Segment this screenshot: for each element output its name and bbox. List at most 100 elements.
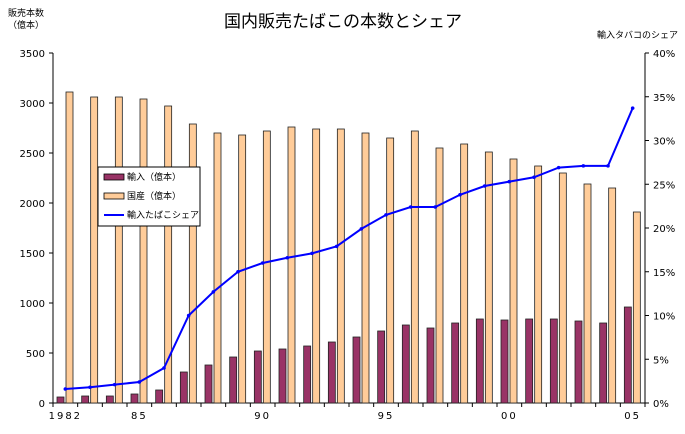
bar-domestic <box>65 91 74 404</box>
bar-import <box>623 306 632 404</box>
y2-tick-label: 20% <box>653 224 675 235</box>
share-line <box>65 107 634 390</box>
share-point <box>211 290 216 294</box>
share-point <box>310 251 314 256</box>
bar-domestic <box>558 172 567 404</box>
bar-import <box>278 348 287 404</box>
x-tick-label: 1982 <box>49 411 82 422</box>
y-tick-label: 3500 <box>20 49 45 60</box>
y2-tick-label: 5% <box>653 355 669 366</box>
share-point <box>507 179 512 184</box>
legend-swatch-domestic <box>103 192 125 200</box>
share-point <box>359 227 364 231</box>
bar-import <box>475 318 484 404</box>
bar-import <box>599 322 608 404</box>
bar-import <box>327 341 336 404</box>
bar-domestic <box>139 98 148 404</box>
y2-tick-label: 15% <box>653 268 675 279</box>
bar-import <box>130 393 139 404</box>
bar-import <box>426 327 435 404</box>
bar-domestic <box>213 132 222 404</box>
chart-title: 国内販売たばこの本数とシェア <box>224 12 462 32</box>
x-tick-label: 05 <box>624 411 641 422</box>
share-point <box>186 313 191 318</box>
y2-tick-label: 35% <box>653 93 675 104</box>
share-point <box>581 164 586 168</box>
y-axis-label-line2: （億本） <box>8 19 44 31</box>
y-tick-label: 2000 <box>20 199 45 210</box>
share-point <box>63 387 68 391</box>
share-point <box>384 213 388 217</box>
bar-import <box>155 389 164 404</box>
legend-swatch-import <box>103 173 125 181</box>
bar-import <box>574 320 583 404</box>
share-point <box>285 255 290 260</box>
y2-tick-label: 25% <box>653 180 675 191</box>
bar-domestic <box>509 158 518 404</box>
y2-tick-label: 0% <box>653 399 669 410</box>
bar-domestic <box>534 165 543 404</box>
bar-import <box>377 330 386 404</box>
bar-domestic <box>188 123 197 404</box>
bar-domestic <box>386 137 395 404</box>
y-tick-label: 500 <box>26 349 45 360</box>
y2-axis-label: 輸入タバコのシェア <box>597 29 678 41</box>
y2-tick-label: 30% <box>653 137 675 148</box>
bar-domestic <box>435 147 444 404</box>
bar-import <box>56 396 65 404</box>
bar-domestic <box>287 126 296 404</box>
bar-import <box>549 318 558 404</box>
share-point <box>112 382 117 387</box>
legend-label-domestic: 国産（億本） <box>127 190 181 202</box>
bar-domestic <box>608 187 617 404</box>
bar-import <box>204 364 213 404</box>
y2-tick-label: 40% <box>653 49 675 60</box>
bar-import <box>352 336 361 404</box>
share-point <box>606 164 610 168</box>
bar-import <box>500 319 509 404</box>
bar-domestic <box>583 183 592 404</box>
share-point <box>137 380 142 384</box>
x-tick-label: 90 <box>254 411 271 422</box>
share-point <box>408 205 413 209</box>
share-point <box>162 366 166 370</box>
bar-import <box>401 324 410 404</box>
share-point <box>260 261 265 265</box>
legend-label-share: 輸入たばこシェア <box>127 209 199 221</box>
bar-domestic <box>164 105 173 404</box>
share-point <box>458 192 462 197</box>
share-point <box>433 205 438 209</box>
bar-import <box>451 322 460 404</box>
x-tick-label: 95 <box>378 411 395 422</box>
y-tick-label: 1000 <box>20 299 45 310</box>
x-tick-label: 85 <box>131 411 148 422</box>
y-tick-label: 2500 <box>20 149 45 160</box>
bar-domestic <box>90 96 99 404</box>
bar-domestic <box>336 128 345 404</box>
share-point <box>556 165 561 170</box>
legend: 輸入（億本） 国産（億本） 輸入たばこシェア <box>97 166 201 227</box>
y-tick-label: 3000 <box>20 99 45 110</box>
share-point <box>88 385 92 390</box>
y-axis-label-line1: 販売本数 <box>8 7 44 19</box>
share-point <box>630 106 635 110</box>
bar-domestic <box>262 130 271 404</box>
bar-import <box>525 318 534 404</box>
bar-domestic <box>114 96 123 404</box>
bar-import <box>179 371 188 404</box>
y2-tick-label: 10% <box>653 312 675 323</box>
y-tick-label: 1500 <box>20 249 45 260</box>
bar-domestic <box>484 151 493 404</box>
x-tick-label: 00 <box>501 411 518 422</box>
share-point <box>236 269 240 274</box>
bar-domestic <box>632 211 641 404</box>
bar-import <box>105 395 114 404</box>
bar-domestic <box>410 130 419 404</box>
bar-import <box>81 395 90 404</box>
share-point <box>334 244 339 249</box>
y-tick-label: 0 <box>39 399 45 410</box>
bar-domestic <box>312 128 321 404</box>
legend-label-import: 輸入（億本） <box>127 171 181 183</box>
